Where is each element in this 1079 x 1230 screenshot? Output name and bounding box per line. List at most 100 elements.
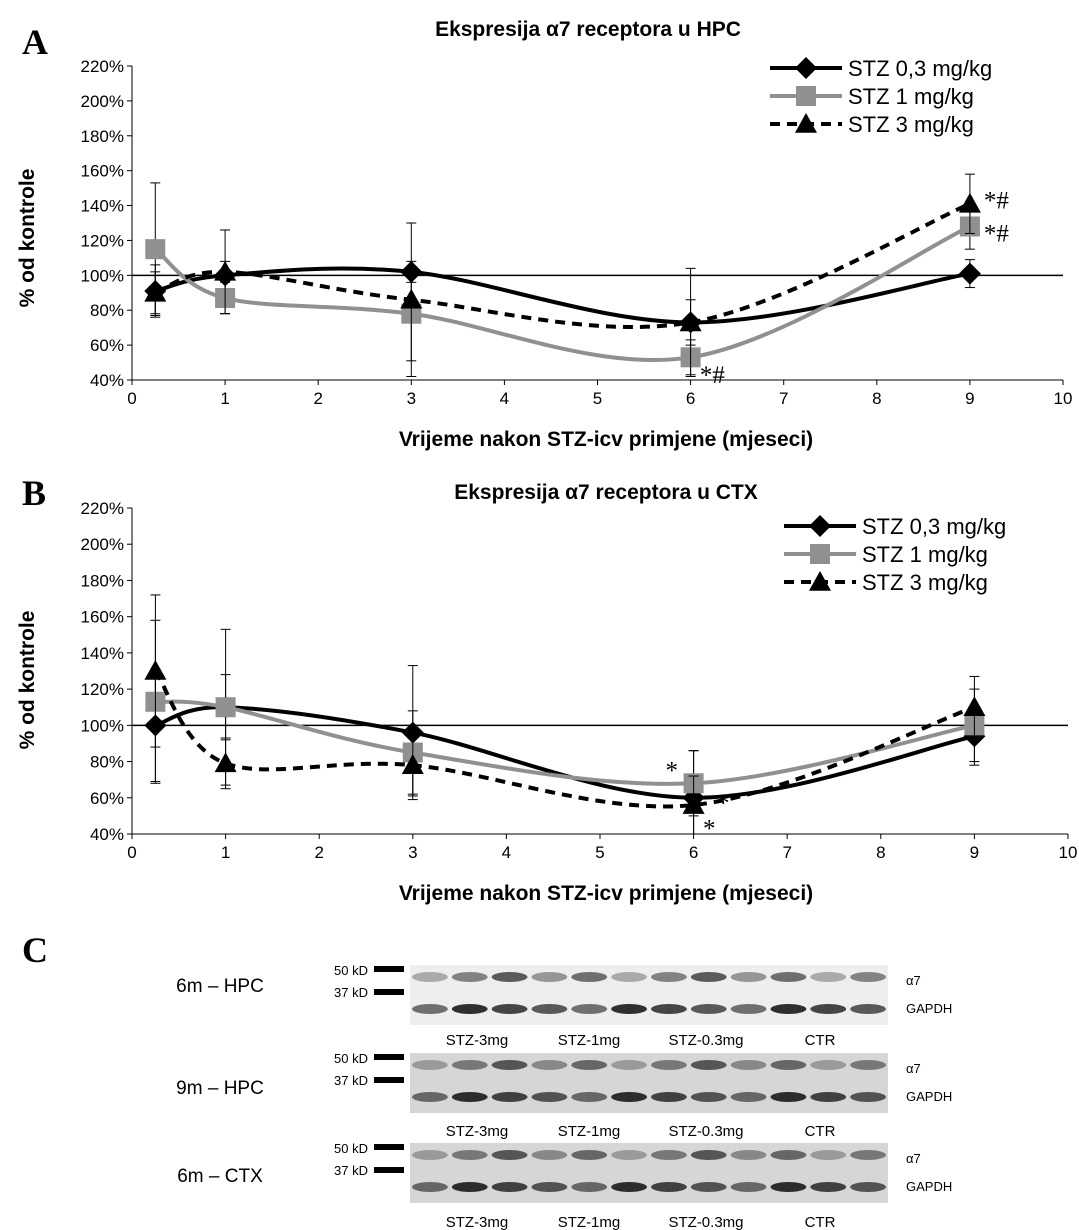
kd-37-label: 37 kD [334,985,368,1000]
blot-group-label: STZ-1mg [558,1123,621,1140]
chart-b-legend-marker [809,515,831,537]
blot-group-label: CTR [805,1032,836,1049]
chart-b-x-tick-label: 9 [970,843,979,862]
chart-b-x-tick-label: 0 [127,843,136,862]
gapdh-band [690,1182,727,1192]
alpha7-band [810,1150,847,1160]
alpha7-band [611,972,648,982]
gapdh-band [850,1004,887,1014]
chart-a-legend-marker [795,57,817,79]
chart-a-x-tick-label: 10 [1054,389,1073,408]
kd-37-label: 37 kD [334,1073,368,1088]
gapdh-label: GAPDH [906,1089,952,1104]
gapdh-band [451,1182,488,1192]
gapdh-label: GAPDH [906,1179,952,1194]
gapdh-band [571,1092,608,1102]
chart-b-plot: 40% 60% 80% 100% 120% 140% 160% 180% 200% 220% 0 1 2… [81,499,1078,862]
blot-row: 9m – HPC 50 kD 37 kD α7 GAPDH STZ-3mg STZ-1mg S… [176,1051,952,1140]
blot-membrane [410,1143,888,1203]
chart-b-ylabel: % od kontrole [16,611,39,750]
alpha7-band [531,1060,568,1070]
chart-a-x-tick-label: 5 [593,389,602,408]
gapdh-band [730,1092,767,1102]
blot-row: 6m – CTX 50 kD 37 kD α7 GAPDH STZ-3mg STZ-1mg S… [177,1141,952,1230]
chart-b-significance-mark: * [717,790,730,817]
gapdh-band [531,1004,568,1014]
chart-b-y-tick-label: 160% [81,608,124,627]
chart-a-x-tick-label: 8 [872,389,881,408]
alpha7-band [690,1060,727,1070]
kd-50-marker [374,1144,404,1150]
gapdh-band [571,1004,608,1014]
blot-group-label: STZ-0.3mg [668,1032,743,1049]
gapdh-band [690,1004,727,1014]
blot-row-label: 6m – CTX [177,1166,263,1187]
chart-a-significance-mark: *# [700,362,726,389]
chart-a-series-2 [144,173,981,378]
chart-b-xlabel: Vrijeme nakon STZ-icv primjene (mjeseci) [399,882,813,905]
alpha7-band [451,1060,488,1070]
alpha7-band [611,1150,648,1160]
blot-membrane [410,965,888,1025]
chart-b-y-tick-label: 140% [81,644,124,663]
chart-a-data-point [145,239,166,260]
alpha7-band [411,1150,448,1160]
chart-b-data-point [144,660,167,680]
alpha7-band [650,1150,687,1160]
chart-a-x-tick-label: 3 [407,389,416,408]
gapdh-band [810,1092,847,1102]
chart-a-y-tick-label: 80% [90,301,124,320]
chart-b-x-tick-label: 3 [408,843,417,862]
chart-a-y-tick-label: 220% [81,57,124,76]
alpha7-band [611,1060,648,1070]
chart-a-legend-label: STZ 0,3 mg/kg [848,56,992,81]
alpha7-band [730,972,767,982]
gapdh-band [611,1092,648,1102]
chart-a-x-tick-label: 9 [965,389,974,408]
alpha7-band [810,1060,847,1070]
gapdh-band [650,1004,687,1014]
blot-group-label: STZ-3mg [446,1214,509,1230]
alpha7-label: α7 [906,973,921,988]
chart-b-y-tick-label: 80% [90,753,124,772]
chart-b-legend-marker [810,544,830,564]
chart-a-legend-marker [795,113,817,133]
chart-b-y-tick-label: 60% [90,789,124,808]
alpha7-band [571,1150,608,1160]
chart-b-x-tick-label: 6 [689,843,698,862]
blot-group-label: CTR [805,1214,836,1230]
chart-a-y-tick-label: 100% [81,266,124,285]
alpha7-band [411,972,448,982]
chart-a-legend-label: STZ 1 mg/kg [848,84,974,109]
alpha7-band [531,972,568,982]
chart-b-x-tick-label: 4 [502,843,511,862]
chart-b-series-0 [144,665,986,835]
gapdh-band [850,1182,887,1192]
alpha7-band [571,972,608,982]
gapdh-band [531,1092,568,1102]
alpha7-band [690,1150,727,1160]
blot-group-label: STZ-0.3mg [668,1214,743,1230]
gapdh-band [411,1004,448,1014]
alpha7-band [770,1150,807,1160]
western-blots: 6m – HPC 50 kD 37 kD α7 GAPDH STZ-3mg STZ-1mg S… [176,963,952,1230]
chart-b-x-tick-label: 5 [595,843,604,862]
kd-50-marker [374,966,404,972]
kd-50-label: 50 kD [334,963,368,978]
chart-a-data-point [958,192,981,213]
chart-b-x-tick-label: 2 [314,843,323,862]
chart-b-legend: STZ 0,3 mg/kg STZ 1 mg/kg STZ 3 mg/kg [784,514,1006,595]
chart-a-series-line [154,224,971,362]
kd-50-marker [374,1054,404,1060]
chart-a-x-tick-label: 0 [127,389,136,408]
chart-a-significance-mark: *# [984,220,1010,247]
gapdh-band [730,1004,767,1014]
gapdh-band [491,1004,528,1014]
chart-b-legend-marker [809,571,831,591]
chart-a-y-tick-label: 180% [81,127,124,146]
gapdh-band [810,1004,847,1014]
chart-a-legend-marker [796,86,816,106]
chart-a-x-tick-label: 7 [779,389,788,408]
kd-37-label: 37 kD [334,1163,368,1178]
